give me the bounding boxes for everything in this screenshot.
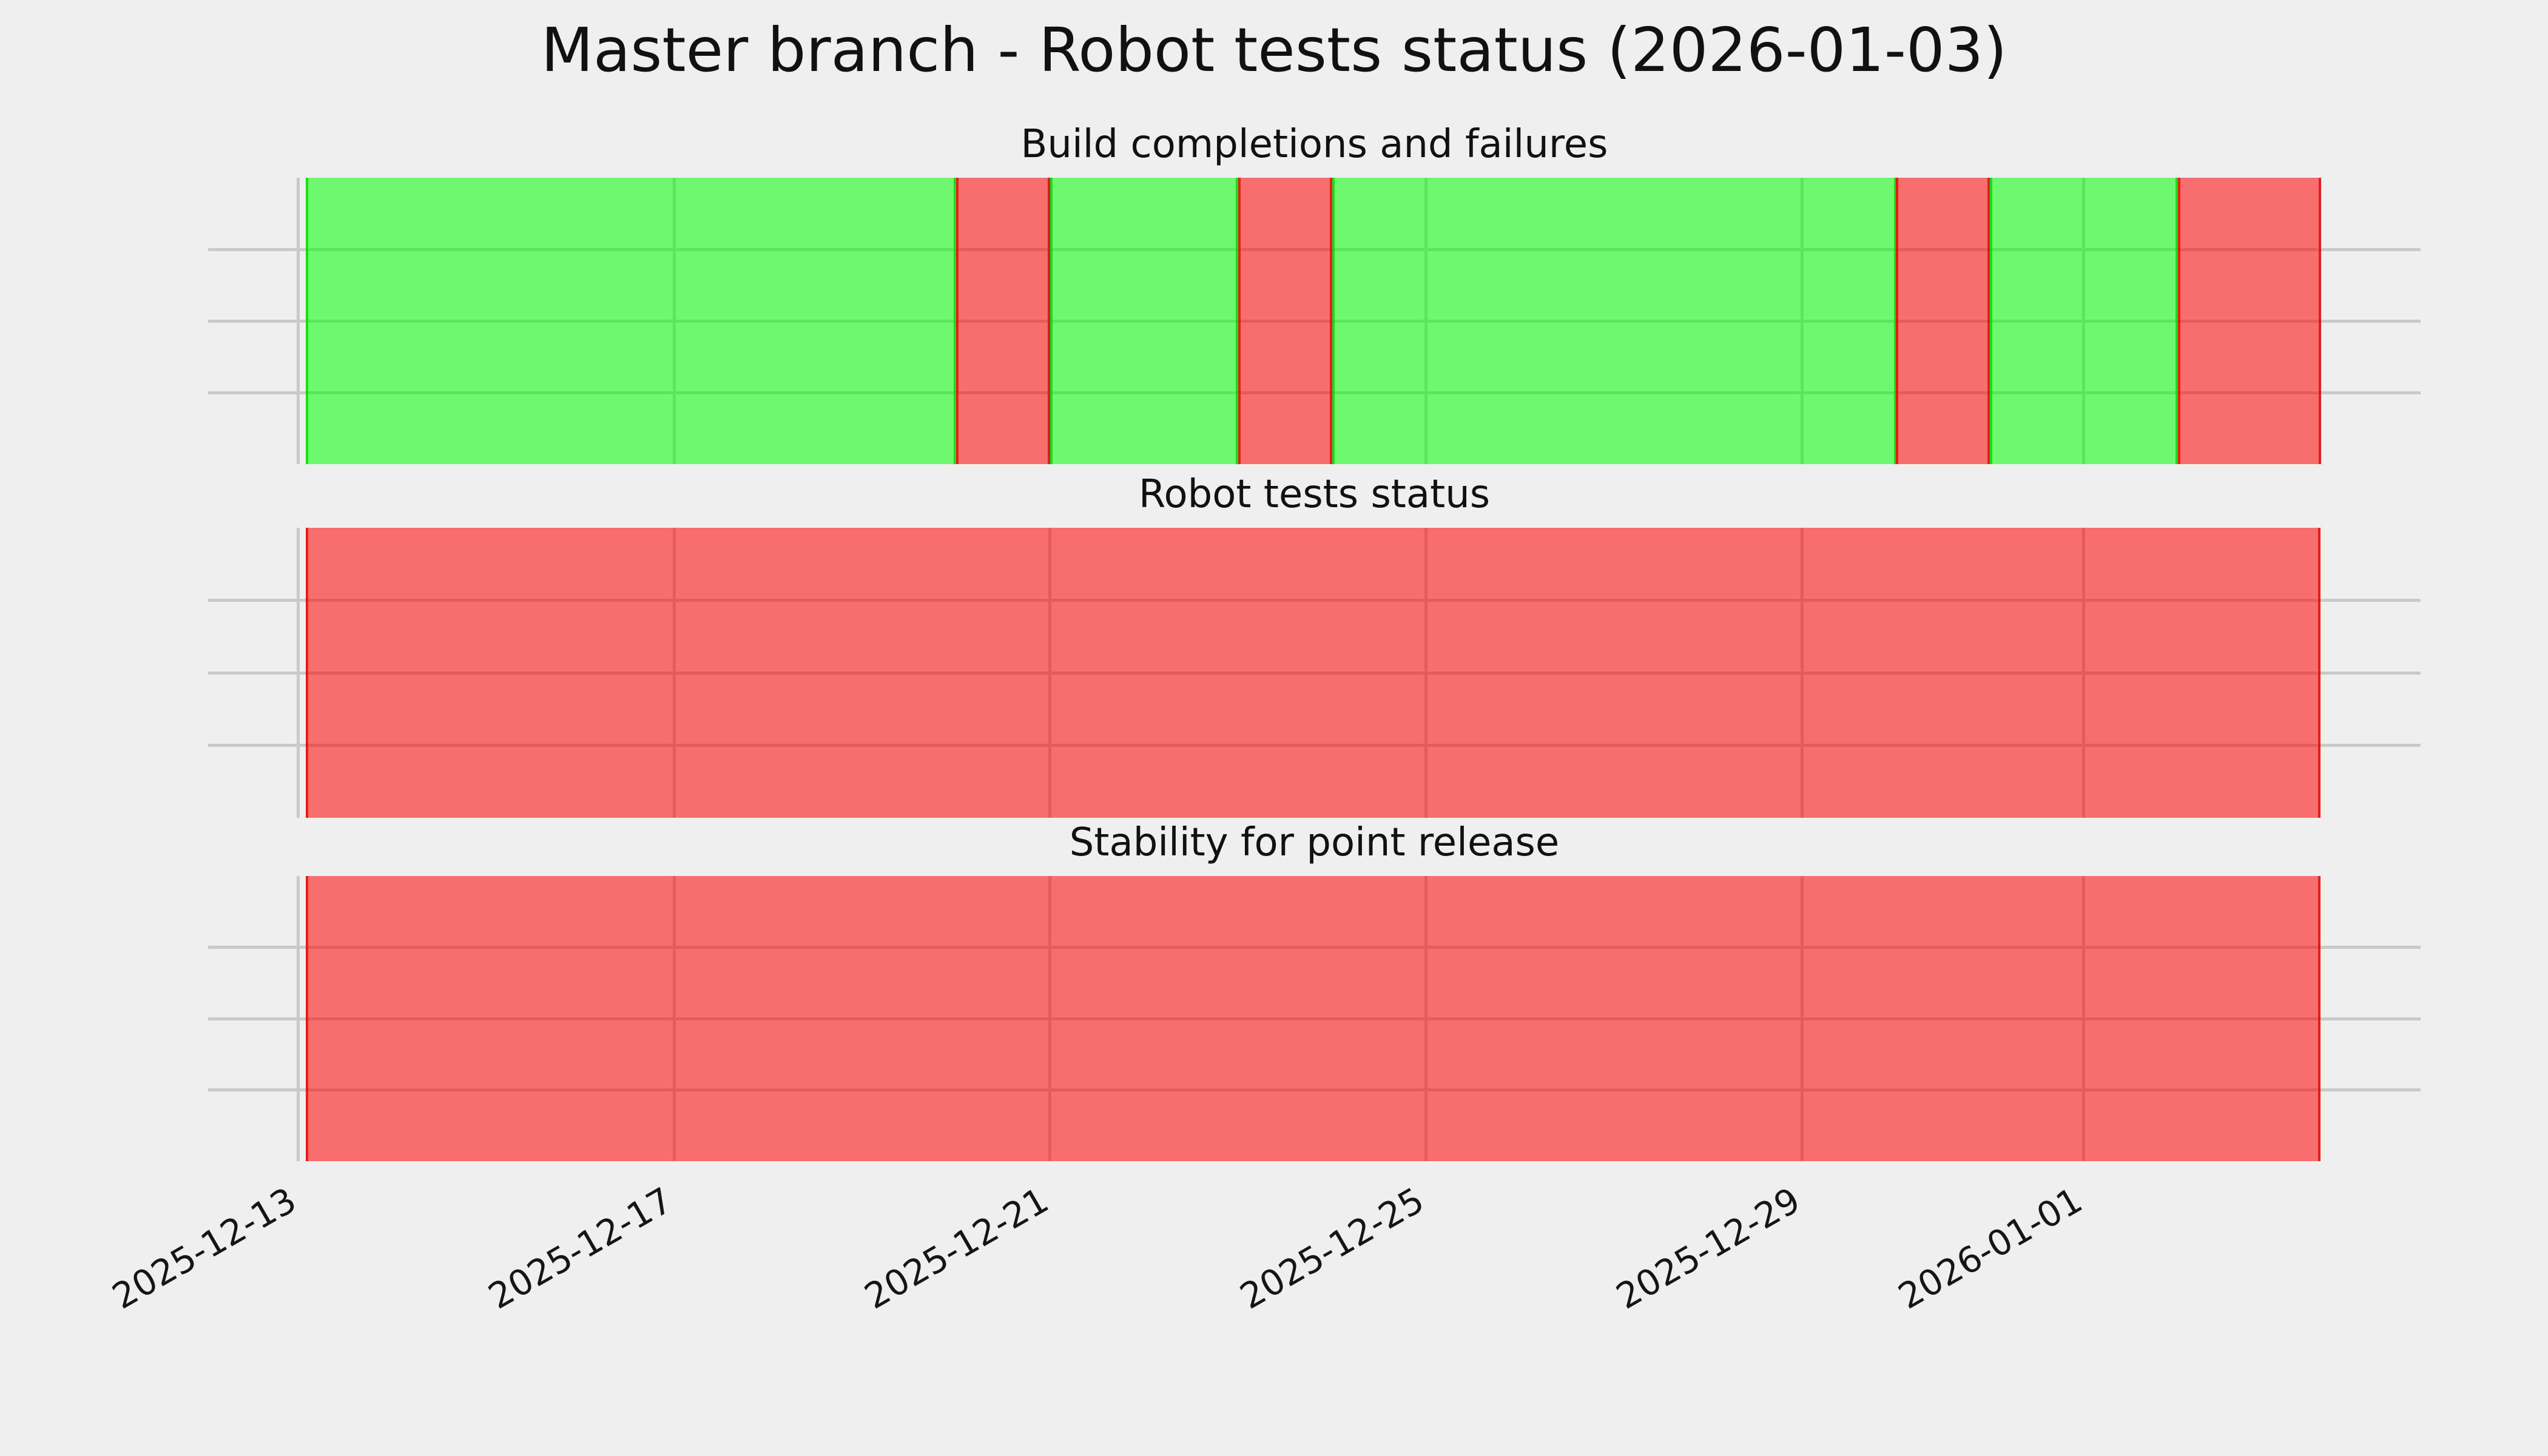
x-gridline <box>297 528 300 818</box>
subplot-title-stability: Stability for point release <box>1069 820 1560 865</box>
figure-title: Master branch - Robot tests status (2026… <box>541 15 2007 86</box>
status-band-success <box>306 178 956 464</box>
x-tick-label: 2025-12-17 <box>481 1179 679 1318</box>
status-band-failure <box>956 178 1050 464</box>
status-band-success <box>1050 178 1238 464</box>
x-tick-label: 2025-12-25 <box>1233 1179 1431 1318</box>
status-band-success <box>1990 178 2178 464</box>
status-band-failure <box>306 528 2320 818</box>
subplot-title-build-completions: Build completions and failures <box>1020 122 1608 167</box>
status-band-failure <box>1896 178 1990 464</box>
x-gridline <box>297 178 300 464</box>
status-band-failure <box>2178 178 2321 464</box>
x-tick-label: 2025-12-21 <box>857 1179 1056 1318</box>
x-gridline <box>297 876 300 1161</box>
x-tick-label: 2025-12-29 <box>1609 1179 1807 1318</box>
x-tick-label: 2026-01-01 <box>1891 1179 2089 1318</box>
subplot-title-robot-tests: Robot tests status <box>1138 472 1491 517</box>
x-tick-label: 2025-12-13 <box>105 1179 303 1318</box>
status-band-failure <box>306 876 2320 1161</box>
status-band-failure <box>1238 178 1332 464</box>
status-band-success <box>1332 178 1896 464</box>
